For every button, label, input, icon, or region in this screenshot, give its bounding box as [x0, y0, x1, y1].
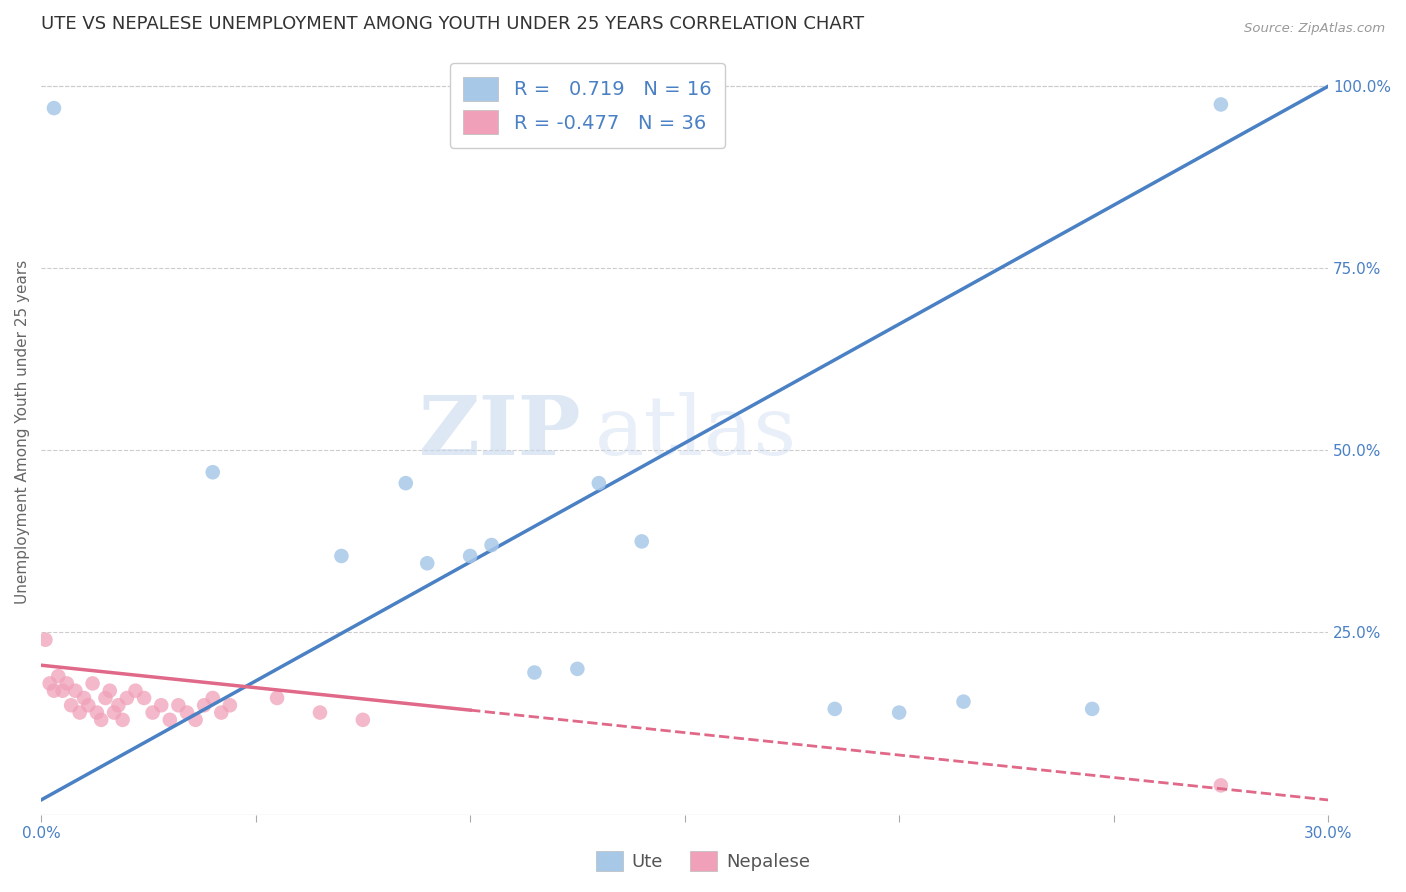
Point [150, 698, 173, 713]
Y-axis label: Unemployment Among Youth under 25 years: Unemployment Among Youth under 25 years [15, 260, 30, 604]
Legend: Ute, Nepalese: Ute, Nepalese [589, 844, 817, 879]
Point [184, 713, 207, 727]
Point [1081, 702, 1104, 716]
Point [1209, 97, 1232, 112]
Point [330, 549, 353, 563]
Point [630, 534, 652, 549]
Point [824, 702, 846, 716]
Point [94, 691, 117, 706]
Point [90, 713, 112, 727]
Point [193, 698, 215, 713]
Point [567, 662, 589, 676]
Point [42, 101, 65, 115]
Point [124, 683, 146, 698]
Point [42, 683, 65, 698]
Point [458, 549, 481, 563]
Point [309, 706, 332, 720]
Point [952, 695, 974, 709]
Point [86, 706, 108, 720]
Point [1209, 778, 1232, 792]
Point [107, 698, 129, 713]
Point [201, 691, 224, 706]
Point [115, 691, 138, 706]
Point [167, 698, 190, 713]
Text: atlas: atlas [595, 392, 797, 472]
Point [523, 665, 546, 680]
Point [588, 476, 610, 491]
Point [46, 669, 69, 683]
Point [34, 632, 56, 647]
Point [60, 698, 83, 713]
Point [209, 706, 232, 720]
Point [103, 706, 125, 720]
Point [98, 683, 121, 698]
Text: Source: ZipAtlas.com: Source: ZipAtlas.com [1244, 22, 1385, 36]
Point [201, 465, 224, 479]
Point [56, 676, 79, 690]
Point [132, 691, 155, 706]
Point [176, 706, 198, 720]
Point [38, 676, 60, 690]
Point [416, 556, 439, 570]
Point [111, 713, 134, 727]
Point [481, 538, 503, 552]
Point [887, 706, 910, 720]
Point [69, 706, 91, 720]
Point [159, 713, 181, 727]
Point [82, 676, 104, 690]
Point [142, 706, 165, 720]
Legend: R =   0.719   N = 16, R = -0.477   N = 36: R = 0.719 N = 16, R = -0.477 N = 36 [450, 63, 725, 148]
Text: ZIP: ZIP [419, 392, 582, 472]
Text: UTE VS NEPALESE UNEMPLOYMENT AMONG YOUTH UNDER 25 YEARS CORRELATION CHART: UTE VS NEPALESE UNEMPLOYMENT AMONG YOUTH… [41, 15, 865, 33]
Point [266, 691, 288, 706]
Point [395, 476, 418, 491]
Point [73, 691, 96, 706]
Point [65, 683, 87, 698]
Point [77, 698, 100, 713]
Point [352, 713, 374, 727]
Point [51, 683, 73, 698]
Point [218, 698, 240, 713]
